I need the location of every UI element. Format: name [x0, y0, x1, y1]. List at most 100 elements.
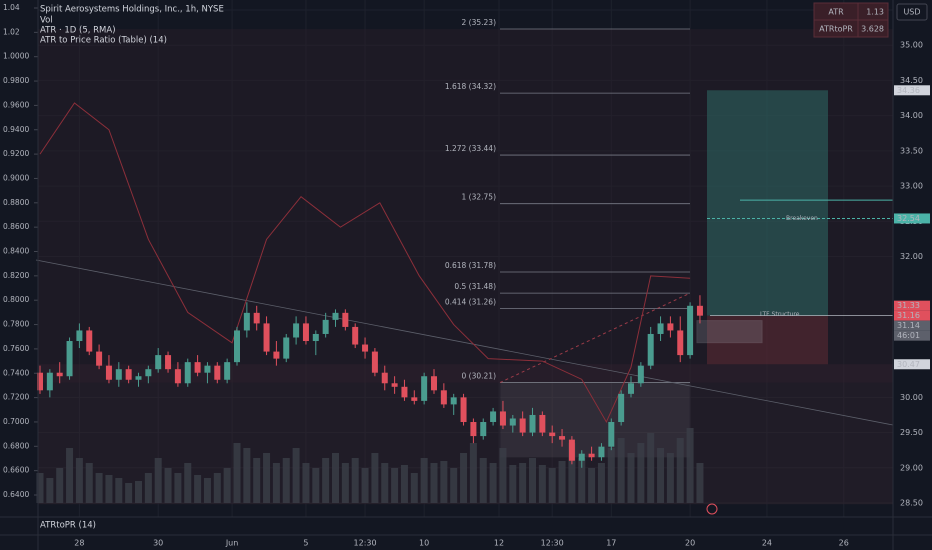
fib-label: 2 (35.23): [462, 18, 497, 27]
volume-bar: [420, 458, 428, 503]
candle-body: [529, 414, 536, 433]
candle-body: [539, 414, 546, 433]
event-icon[interactable]: [706, 503, 718, 515]
legend-item: ATR to Price Ratio (Table) (14): [40, 36, 167, 46]
table-cell: ATR: [828, 8, 844, 17]
volume-bar: [233, 443, 241, 503]
candle-body: [105, 365, 112, 380]
y2-tick-label: 0.8000: [3, 295, 29, 304]
candle-body: [440, 390, 447, 405]
y2-tick-label: 0.8400: [3, 247, 29, 256]
price-tag-label: 31.16: [897, 311, 920, 320]
candle-body: [559, 436, 566, 440]
candle-body: [165, 355, 172, 370]
y-tick-label: 28.50: [900, 499, 923, 508]
x-tick-label: 12: [494, 539, 504, 548]
candle-body: [263, 323, 270, 352]
volume-bar: [430, 463, 438, 503]
y2-tick-label: 0.9400: [3, 125, 29, 134]
volume-bar: [154, 458, 162, 503]
structure-box: [696, 320, 763, 344]
candle-body: [608, 422, 615, 447]
legend-item: ATR · 1D (5, RMA): [40, 26, 116, 36]
candle-body: [450, 397, 457, 405]
candle-body: [460, 397, 467, 423]
volume-bar: [371, 453, 379, 503]
volume-bar: [164, 468, 172, 503]
y-tick-label: 30.00: [900, 393, 923, 402]
candle-body: [234, 330, 240, 363]
candle-body: [332, 312, 339, 320]
candle-body: [115, 369, 122, 380]
candle-body: [204, 365, 211, 373]
volume-bar: [607, 448, 615, 503]
volume-bar: [194, 475, 202, 503]
volume-bar: [253, 458, 261, 503]
volume-bar: [282, 458, 290, 503]
candle-body: [96, 351, 103, 366]
y2-tick-label: 0.7400: [3, 368, 29, 377]
volume-bar: [460, 453, 468, 503]
volume-bar: [322, 458, 330, 503]
y2-tick-label: 0.7000: [3, 417, 29, 426]
volume-bar: [125, 483, 133, 503]
volume-bar: [469, 443, 477, 503]
candle-body: [470, 422, 477, 437]
target-zone: [707, 90, 828, 316]
currency-button[interactable]: [896, 3, 928, 21]
volume-bar: [203, 478, 211, 503]
price-tag-label: 32.54: [897, 214, 920, 223]
x-tick-label: 26: [839, 539, 849, 548]
candle-body: [480, 422, 487, 437]
currency[interactable]: USD: [903, 8, 920, 17]
breakeven-text: Breakeven: [786, 215, 818, 222]
volume-bar: [243, 448, 251, 503]
x-tick-label: 20: [685, 539, 695, 548]
range-box: [499, 382, 691, 459]
candle-body: [431, 376, 437, 391]
x-tick-label: 24: [762, 539, 772, 548]
volume-bar: [85, 463, 93, 503]
volume-bar: [597, 463, 605, 503]
candle-body: [184, 362, 191, 384]
volume-bar: [312, 468, 320, 503]
volume-bar: [144, 473, 152, 503]
candle-body: [273, 351, 280, 359]
price-tag: [894, 213, 930, 224]
price-tag: [894, 320, 930, 331]
y-tick-label: 35.00: [900, 41, 923, 50]
volume-bar: [391, 468, 399, 503]
volume-bar: [450, 468, 458, 503]
price-tag-label: 31.33: [897, 301, 920, 310]
volume-bar: [440, 461, 448, 503]
candle-body: [243, 312, 250, 331]
y-tick-label: 29.00: [900, 463, 923, 472]
y2-tick-label: 0.9000: [3, 173, 29, 182]
trend-line: [35, 259, 894, 426]
volume-bar: [588, 468, 596, 503]
candle-body: [174, 369, 181, 384]
volume-bar: [302, 463, 310, 503]
volume-bar: [135, 481, 142, 503]
volume-bar: [637, 443, 645, 503]
y-tick-label: 34.50: [900, 76, 923, 85]
volume-bar: [351, 458, 359, 503]
candle-body: [519, 418, 526, 433]
price-tag: [894, 359, 930, 370]
stop-zone: [707, 315, 828, 365]
y2-tick-label: 0.6600: [3, 466, 29, 475]
volume-bar: [184, 463, 192, 503]
legend-item: Vol: [40, 16, 53, 26]
volume-bar: [223, 468, 231, 503]
x-tick-label: 12:30: [354, 539, 377, 548]
volume-bar: [95, 473, 103, 503]
candle-body: [224, 362, 231, 380]
price-tag: [894, 310, 930, 321]
fib-label: 0.618 (31.78): [445, 261, 496, 270]
candle-body: [362, 344, 369, 352]
candle-body: [618, 393, 625, 423]
candle-body: [322, 319, 329, 334]
volume-bar: [381, 463, 389, 503]
candle-body: [499, 411, 506, 426]
price-tag-label: 31.14: [897, 321, 920, 330]
